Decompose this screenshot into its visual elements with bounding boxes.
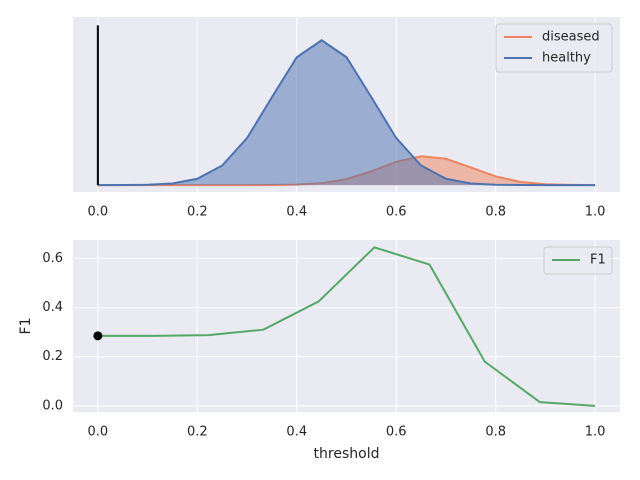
y-axis-label: F1 bbox=[18, 318, 34, 335]
x-tick-label: 0.0 bbox=[88, 205, 109, 220]
y-tick-label: 0.4 bbox=[42, 300, 63, 315]
x-tick-label: 0.8 bbox=[485, 425, 506, 440]
legend-label: healthy bbox=[542, 51, 591, 66]
line bbox=[97, 39, 596, 187]
x-tick-label: 0.0 bbox=[88, 425, 109, 440]
x-tick-label: 0.4 bbox=[286, 205, 307, 220]
x-tick-label: 0.2 bbox=[187, 425, 208, 440]
y-tick-label: 0.6 bbox=[42, 251, 63, 266]
threshold-point bbox=[93, 331, 103, 341]
x-tick-label: 1.0 bbox=[585, 205, 606, 220]
x-tick-label: 0.6 bbox=[386, 205, 407, 220]
x-tick-label: 0.8 bbox=[485, 205, 506, 220]
legend-label: diseased bbox=[542, 30, 600, 45]
x-tick-label: 0.2 bbox=[187, 205, 208, 220]
x-tick-label: 1.0 bbox=[585, 425, 606, 440]
y-tick-label: 0.2 bbox=[42, 349, 63, 364]
legend-label: F1 bbox=[590, 253, 606, 268]
plot-background bbox=[73, 240, 620, 412]
area bbox=[97, 156, 596, 186]
x-axis-label: threshold bbox=[314, 446, 380, 462]
x-tick-label: 0.6 bbox=[386, 425, 407, 440]
y-tick-label: 0.0 bbox=[42, 398, 63, 413]
line bbox=[97, 246, 596, 407]
area bbox=[97, 40, 596, 186]
x-tick-label: 0.4 bbox=[286, 425, 307, 440]
